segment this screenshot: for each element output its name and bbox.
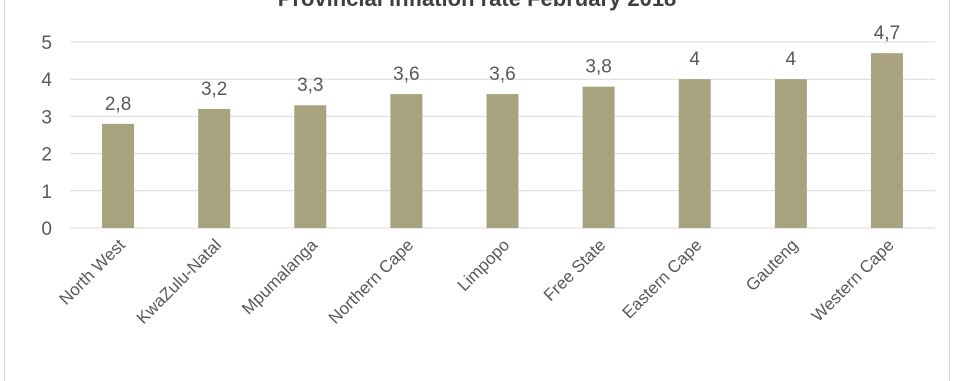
x-tick-label: Mpumalanga bbox=[238, 235, 321, 318]
x-tick-label: Western Cape bbox=[808, 235, 898, 325]
bar bbox=[198, 108, 231, 228]
x-tick-label: Northern Cape bbox=[325, 235, 417, 327]
data-label: 4,7 bbox=[874, 23, 900, 44]
data-label: 3,6 bbox=[393, 64, 419, 85]
x-tick-label: North West bbox=[56, 235, 130, 309]
y-tick-label: 4 bbox=[41, 70, 52, 91]
bar bbox=[678, 79, 711, 228]
x-tick-label: KwaZulu-Natal bbox=[133, 235, 225, 327]
bar bbox=[486, 94, 519, 228]
bar bbox=[390, 94, 423, 228]
data-label: 4 bbox=[786, 49, 797, 70]
bar bbox=[582, 86, 615, 228]
x-tick-label: Eastern Cape bbox=[619, 235, 706, 322]
bar bbox=[870, 53, 903, 228]
bar bbox=[774, 79, 807, 228]
data-label: 3,6 bbox=[489, 64, 515, 85]
data-label: 3,2 bbox=[201, 79, 227, 100]
chart-title: Provincial inflation rate February 2018 bbox=[0, 0, 954, 12]
chart-frame-right bbox=[949, 0, 950, 381]
chart-frame-left bbox=[4, 0, 5, 381]
y-tick-label: 2 bbox=[41, 145, 52, 166]
data-label: 4 bbox=[689, 49, 700, 70]
x-tick-label: Limpopo bbox=[454, 235, 514, 295]
y-tick-label: 3 bbox=[41, 107, 52, 128]
data-label: 3,8 bbox=[585, 57, 611, 78]
data-label: 2,8 bbox=[105, 94, 131, 115]
x-tick-label: Gauteng bbox=[742, 235, 802, 295]
x-tick-label: Free State bbox=[540, 235, 610, 305]
y-tick-label: 0 bbox=[41, 219, 52, 240]
y-tick-label: 5 bbox=[41, 33, 52, 54]
bar bbox=[102, 123, 135, 228]
bar bbox=[294, 105, 327, 228]
data-label: 3,3 bbox=[297, 75, 323, 96]
chart-title-container: Provincial inflation rate February 2018 bbox=[0, 0, 954, 12]
y-tick-label: 1 bbox=[41, 182, 52, 203]
